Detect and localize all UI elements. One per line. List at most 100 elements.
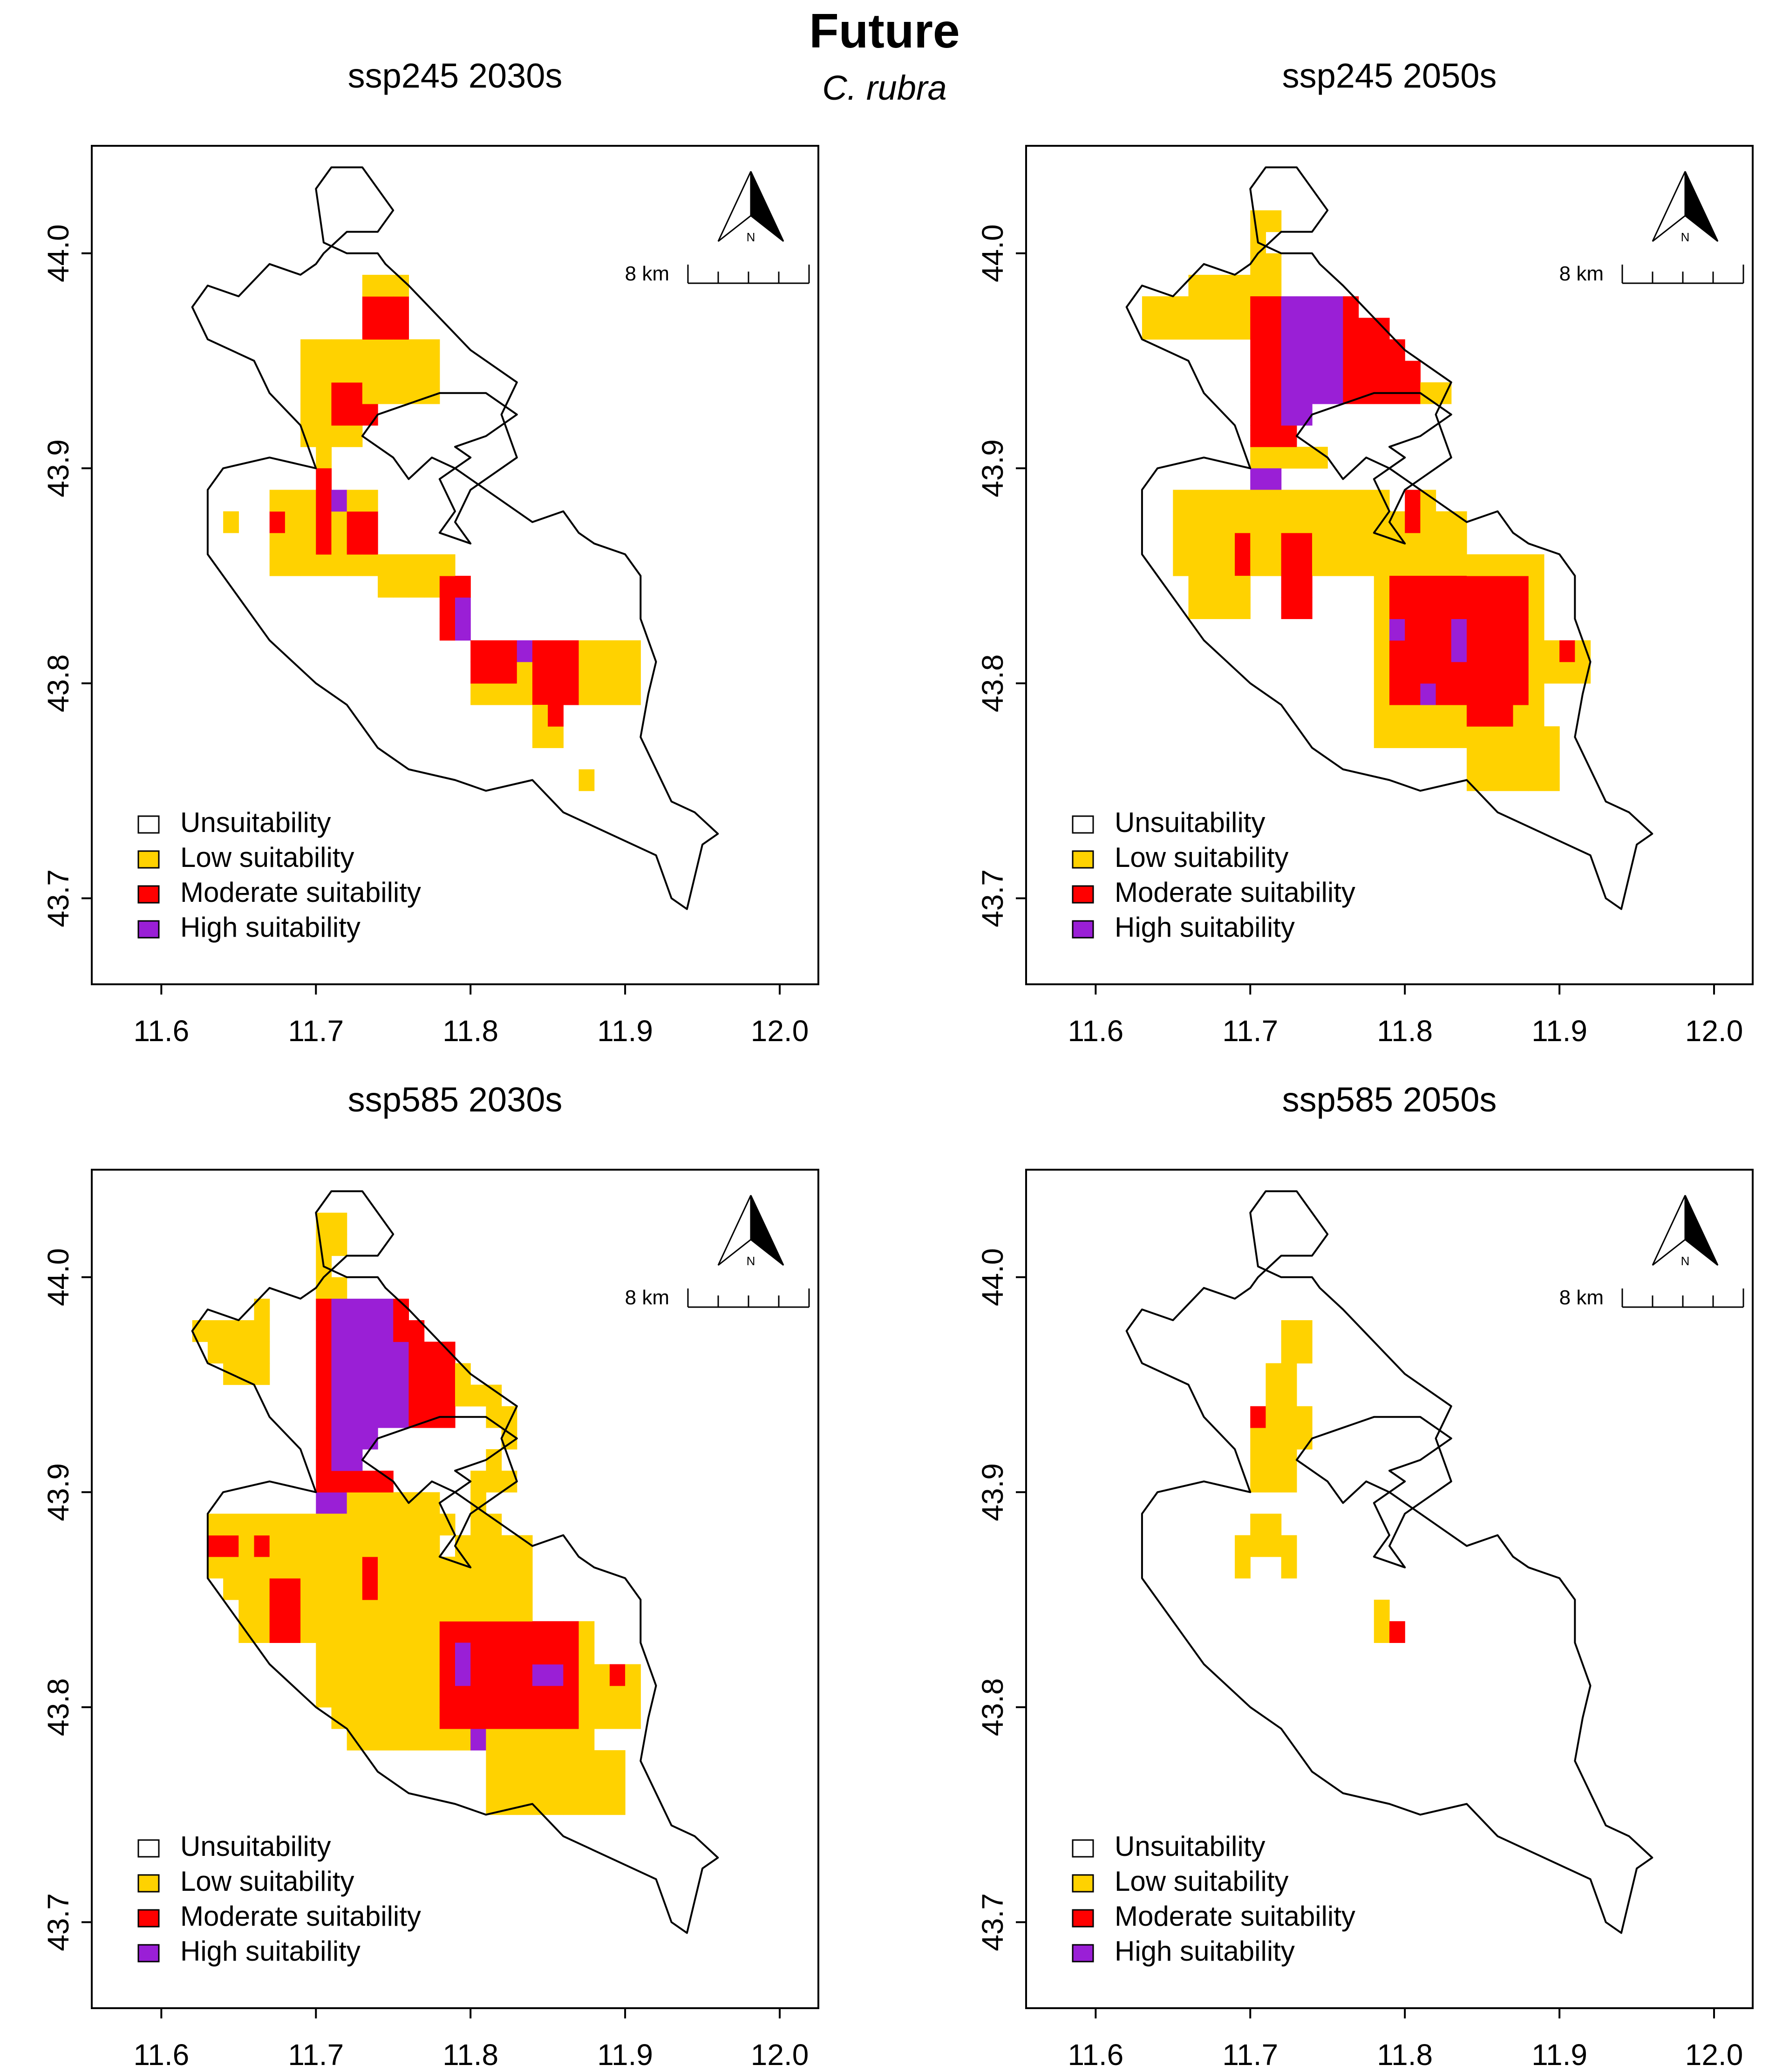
raster-cell-low [609,1685,626,1708]
raster-cell-low [393,1664,409,1686]
raster-cell-moderate [470,640,486,662]
raster-cell-moderate [1405,361,1421,383]
raster-cell-low [1466,726,1483,748]
raster-cell-moderate [1513,619,1529,641]
raster-cell-high [1281,339,1297,361]
raster-cell-low [517,1578,533,1600]
raster-cell-low [1219,576,1235,598]
raster-cell-moderate [548,1643,564,1665]
raster-cell-low [1235,318,1251,340]
legend-swatch-low [1072,850,1094,869]
raster-cell-low [1436,554,1452,576]
raster-cell-low [316,1277,332,1299]
raster-cell-moderate [269,1578,286,1600]
legend-label-moderate: Moderate suitability [180,1901,421,1932]
raster-cell-low [1528,554,1544,576]
raster-cell-moderate [1389,576,1405,598]
raster-cell-high [347,1342,363,1363]
raster-cell-low [486,1772,502,1794]
raster-cell-low [393,1621,409,1643]
raster-cell-moderate [1266,425,1282,447]
raster-cell-low [362,1685,378,1708]
legend-swatch-moderate [137,1909,160,1928]
raster-cell-low [578,1664,595,1686]
raster-cell-low [300,425,316,447]
raster-cell-low [362,554,378,576]
raster-cell-low [1250,253,1266,275]
raster-cell-low [625,640,641,662]
raster-cell-low [393,576,409,598]
raster-cell-low [1312,532,1328,555]
raster-cell-moderate [1513,640,1529,662]
raster-cell-low [455,1729,471,1751]
raster-cell-moderate [1436,640,1452,662]
raster-cell-low [378,1556,394,1579]
raster-cell-low [1266,554,1282,576]
raster-cell-low [1405,532,1421,555]
raster-cell-low [1405,726,1421,748]
raster-cell-low [316,403,332,426]
raster-cell-high [455,619,471,641]
raster-cell-low [1219,296,1235,318]
raster-cell-low [393,1643,409,1665]
raster-cell-low [362,274,378,297]
raster-cell-low [1250,210,1266,232]
raster-cell-low [1250,1513,1266,1536]
raster-cell-high [517,640,533,662]
y-tick-label: 43.8 [41,1678,75,1737]
raster-cell-high [316,1492,332,1514]
raster-cell-low [1327,554,1344,576]
raster-cell-low [378,274,394,297]
legend-label-unsuitability: Unsuitability [1115,807,1265,838]
raster-cell-moderate [1343,318,1359,340]
raster-cell-high [362,1427,378,1450]
raster-cell-moderate [362,403,378,426]
raster-cell-low [223,1342,239,1363]
raster-cell-high [347,1320,363,1342]
raster-cell-low [594,1664,610,1686]
raster-cell-low [238,1513,255,1536]
legend-label-unsuitability: Unsuitability [180,1831,331,1862]
legend-swatch-low [137,850,160,869]
raster-cell-moderate [1405,576,1421,598]
raster-cell-low [486,1750,502,1772]
raster-cell-moderate [1250,403,1266,426]
raster-cell-low [501,1600,517,1622]
raster-cell-high [1281,361,1297,383]
scale-bar-label: 8 km [1559,1286,1604,1309]
raster-cell-high [532,1664,548,1686]
raster-cell-moderate [563,1707,579,1729]
raster-cell-low [347,554,363,576]
raster-cell-moderate [316,1471,332,1493]
raster-cell-low [1312,447,1328,469]
raster-cell-low [347,1556,363,1579]
raster-cell-low [1281,1427,1297,1450]
raster-cell-moderate [1296,597,1313,619]
raster-cell-moderate [1281,425,1297,447]
raster-cell-low [1482,726,1498,748]
raster-cell-low [378,1685,394,1708]
raster-cell-moderate [316,490,332,512]
raster-cell-low [548,1772,564,1794]
raster-cell-moderate [455,1621,471,1643]
legend-swatch-unsuitability [1072,1839,1094,1858]
raster-cell-low [238,1535,255,1557]
raster-cell-low [517,661,533,684]
raster-cell-low [408,339,425,361]
north-label: N [1681,1254,1690,1268]
raster-cell-low [424,361,440,383]
raster-cell-low [300,1578,316,1600]
raster-cell-low [424,1707,440,1729]
raster-cell-moderate [501,1707,517,1729]
raster-cell-high [393,1342,409,1363]
raster-cell-moderate [1482,705,1498,727]
raster-cell-low [1374,640,1390,662]
raster-cell-moderate [1405,511,1421,533]
raster-cell-moderate [563,1643,579,1665]
raster-cell-high [455,597,471,619]
raster-cell-low [578,1685,595,1708]
raster-cell-high [1312,296,1328,318]
x-tick-label: 12.0 [1685,1014,1743,1048]
raster-cell-moderate [1358,339,1374,361]
raster-cell-low [1528,769,1544,791]
